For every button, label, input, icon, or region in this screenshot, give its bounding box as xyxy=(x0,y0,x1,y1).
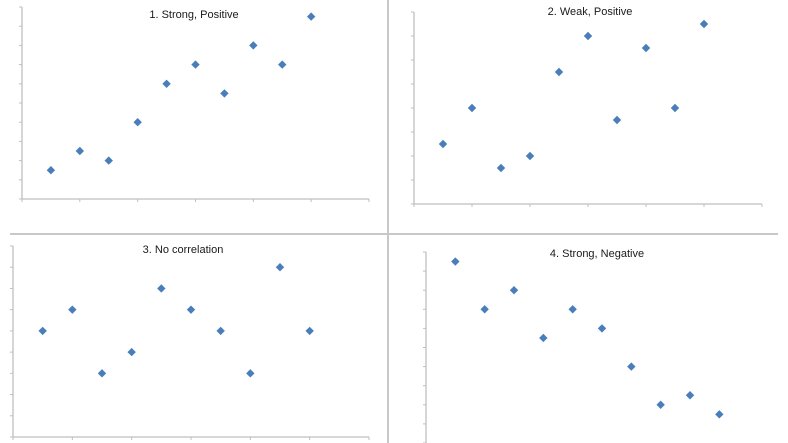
scatter-plot xyxy=(10,245,370,440)
horizontal-divider-right xyxy=(388,233,778,235)
scatter-plot xyxy=(19,6,370,202)
data-point-diamond-icon xyxy=(568,305,577,314)
data-point-diamond-icon xyxy=(186,305,196,314)
data-point-diamond-icon xyxy=(127,347,136,357)
data-point-diamond-icon xyxy=(525,151,535,161)
chart-weak-positive: 2. Weak, Positive xyxy=(411,6,763,207)
chart-no-correlation: 3. No correlation xyxy=(0,0,388,443)
chart-title: 1. Strong, Positive xyxy=(149,9,239,21)
data-point-diamond-icon xyxy=(699,19,709,29)
chart-title: 3. No correlation xyxy=(142,244,224,256)
data-point-diamond-icon xyxy=(641,43,651,53)
data-point-diamond-icon xyxy=(162,79,171,88)
data-point-diamond-icon xyxy=(75,146,85,156)
data-point-diamond-icon xyxy=(451,257,460,266)
data-point-diamond-icon xyxy=(133,118,142,127)
data-point-diamond-icon xyxy=(306,12,316,21)
data-point-diamond-icon xyxy=(249,41,258,50)
data-point-diamond-icon xyxy=(627,362,636,371)
data-point-diamond-icon xyxy=(278,60,287,69)
data-point-diamond-icon xyxy=(246,369,255,378)
chart-title: 2. Weak, Positive xyxy=(547,6,633,18)
data-point-diamond-icon xyxy=(597,324,607,333)
data-point-diamond-icon xyxy=(509,286,519,295)
data-point-diamond-icon xyxy=(191,60,200,69)
data-point-diamond-icon xyxy=(38,326,47,336)
horizontal-divider-left xyxy=(10,233,388,235)
data-point-diamond-icon xyxy=(305,326,314,336)
data-point-diamond-icon xyxy=(275,263,285,272)
data-point-diamond-icon xyxy=(539,333,548,343)
chart-title: 4. Strong, Negative xyxy=(549,248,645,260)
data-point-diamond-icon xyxy=(715,410,724,419)
data-point-diamond-icon xyxy=(496,163,506,173)
data-point-diamond-icon xyxy=(467,103,477,113)
data-point-diamond-icon xyxy=(438,139,448,149)
chart-strong-positive: 1. Strong, Positive xyxy=(0,0,388,232)
data-point-diamond-icon xyxy=(68,305,77,314)
data-point-diamond-icon xyxy=(157,284,166,293)
data-point-diamond-icon xyxy=(583,31,593,41)
data-point-diamond-icon xyxy=(480,305,489,314)
scatter-plot xyxy=(411,11,763,207)
data-point-diamond-icon xyxy=(656,400,665,409)
vertical-divider xyxy=(387,0,389,443)
data-point-diamond-icon xyxy=(670,103,680,113)
data-point-diamond-icon xyxy=(685,391,695,400)
data-point-diamond-icon xyxy=(46,166,56,175)
data-point-diamond-icon xyxy=(97,369,107,378)
data-point-diamond-icon xyxy=(216,326,225,336)
data-point-diamond-icon xyxy=(612,115,622,125)
data-point-diamond-icon xyxy=(554,67,564,77)
data-point-diamond-icon xyxy=(104,156,113,165)
data-point-diamond-icon xyxy=(220,89,229,98)
